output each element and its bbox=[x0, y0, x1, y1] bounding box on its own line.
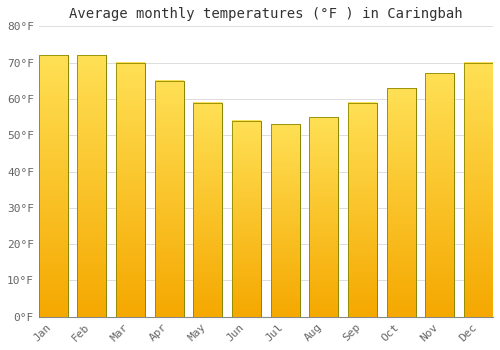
Bar bbox=[39, 55, 68, 317]
Bar bbox=[194, 103, 222, 317]
Title: Average monthly temperatures (°F ) in Caringbah: Average monthly temperatures (°F ) in Ca… bbox=[69, 7, 462, 21]
Bar bbox=[426, 74, 454, 317]
Bar bbox=[194, 103, 222, 317]
Bar bbox=[155, 81, 184, 317]
Bar bbox=[39, 55, 68, 317]
Bar bbox=[78, 55, 106, 317]
Bar bbox=[155, 81, 184, 317]
Bar bbox=[232, 121, 261, 317]
Bar bbox=[116, 63, 145, 317]
Bar bbox=[310, 117, 338, 317]
Bar bbox=[348, 103, 377, 317]
Bar bbox=[464, 63, 493, 317]
Bar bbox=[310, 117, 338, 317]
Bar bbox=[386, 88, 416, 317]
Bar bbox=[386, 88, 416, 317]
Bar bbox=[271, 124, 300, 317]
Bar bbox=[232, 121, 261, 317]
Bar bbox=[348, 103, 377, 317]
Bar bbox=[271, 124, 300, 317]
Bar bbox=[78, 55, 106, 317]
Bar bbox=[464, 63, 493, 317]
Bar bbox=[116, 63, 145, 317]
Bar bbox=[426, 74, 454, 317]
